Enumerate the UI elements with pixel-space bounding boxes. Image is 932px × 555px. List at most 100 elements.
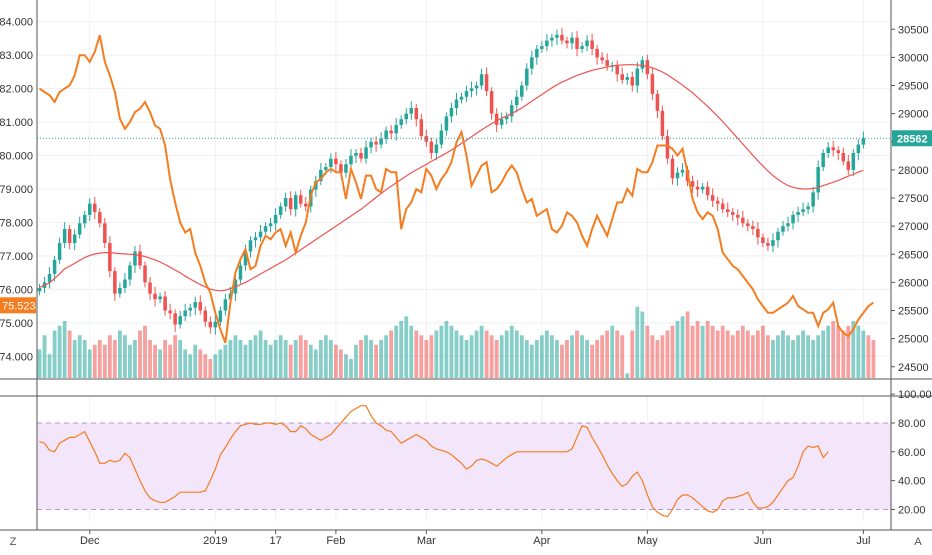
x-tick-label: Apr [533,535,550,547]
volume-bar [318,340,323,378]
volume-bar [640,311,645,378]
volume-bar [801,330,805,378]
volume-bar [52,330,57,378]
candle-body [324,167,328,170]
candle-body [283,198,288,207]
volume-bar [384,335,389,378]
volume-bar [233,335,238,378]
candle-body [786,223,790,227]
candle-body [560,34,564,41]
volume-bar [258,330,263,378]
right-tick-label: 25500 [898,306,929,318]
candle-body [439,130,444,145]
candle-body [796,212,800,215]
volume-bar [524,340,529,378]
candle-body [535,48,539,58]
zoom-button-label[interactable]: Z [10,536,17,548]
candle-body [771,240,775,246]
volume-bar [273,340,278,378]
candle-body [158,296,162,300]
candle-body [434,144,439,153]
candle-body [444,116,449,131]
candle-body [389,130,393,134]
volume-bar [539,335,544,378]
volume-bar [263,340,268,378]
axes [0,0,932,534]
volume-bar [158,349,162,378]
candle-body [530,57,534,69]
left-tick-label: 76.000 [0,284,33,296]
volume-bar [534,340,539,378]
candle-body [354,153,358,156]
volume-bar [555,340,559,378]
volume-bar [429,335,434,378]
candle-body [93,203,97,213]
volume-bar [333,344,338,378]
candle-body [57,243,62,260]
volume-bar [404,316,409,378]
volume-bar [143,325,147,378]
volume-bar [550,335,554,378]
candle-body [801,209,805,213]
volume-bar [37,349,42,378]
candle-body [509,105,514,117]
volume-bar [97,340,102,378]
candle-body [575,37,579,49]
auto-scale-button-label[interactable]: A [914,536,922,548]
candle-body [153,293,157,300]
candle-body [650,74,655,94]
left-tick-label: 79.000 [0,184,33,196]
volume-bar [544,330,549,378]
volume-bar [831,321,836,378]
candle-body [766,243,770,246]
volume-bar [715,330,720,378]
volume-bar [585,340,589,378]
candle-body [821,153,825,168]
volume-bar [600,335,605,378]
candle-body [630,77,635,86]
volume-bar [133,340,137,378]
candle-body [409,108,414,114]
volume-bar [740,325,745,378]
candle-body [133,251,137,266]
left-tick-label: 84.000 [0,17,33,29]
volume-bar [730,335,735,378]
candle-body [645,60,650,75]
candle-body [751,226,755,229]
volume-bar [364,335,368,378]
left-tick-label: 82.000 [0,84,33,96]
candle-body [640,60,645,69]
volume-bar [489,335,494,378]
candle-body [374,141,378,145]
candle-body [52,259,57,274]
candle-body [72,234,77,243]
volume-bar [369,340,373,378]
candle-body [494,113,499,125]
volume-bar [685,311,690,378]
volume-bar [846,325,851,378]
volume-bar [354,344,358,378]
volume-bar [615,330,620,378]
osc-tick-label: 60.00 [898,447,926,459]
x-tick-label: May [637,535,658,547]
volume-bar [414,330,419,378]
volume-bar [590,344,595,378]
candle-body [268,223,273,227]
candle-body [228,293,233,300]
candle-body [359,153,363,159]
auto-scale-button[interactable]: A [905,533,931,549]
right-tick-label: 30500 [898,24,929,36]
candle-body [183,310,187,317]
candle-body [293,195,298,210]
volume-bar [173,335,178,378]
candle-body [479,74,484,86]
candle-body [288,198,293,210]
volume-bar [374,344,378,378]
candle-body [761,237,765,243]
zoom-button[interactable]: Z [1,533,25,549]
candle-body [550,37,554,41]
candle-body [47,273,52,283]
candle-body [449,108,454,117]
volume-bar [499,335,504,378]
